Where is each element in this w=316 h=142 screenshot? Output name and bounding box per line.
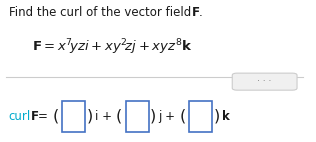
FancyBboxPatch shape bbox=[232, 73, 297, 90]
Text: Find the curl of the vector field: Find the curl of the vector field bbox=[9, 6, 196, 19]
Text: ): ) bbox=[150, 109, 156, 124]
Text: curl: curl bbox=[8, 110, 30, 123]
FancyBboxPatch shape bbox=[62, 101, 85, 132]
Text: i +: i + bbox=[95, 110, 112, 123]
Text: .: . bbox=[198, 6, 202, 19]
Text: (: ( bbox=[52, 109, 58, 124]
Text: (: ( bbox=[179, 109, 185, 124]
Text: F: F bbox=[31, 110, 39, 123]
Text: k: k bbox=[222, 110, 230, 123]
FancyBboxPatch shape bbox=[126, 101, 149, 132]
Text: ): ) bbox=[86, 109, 93, 124]
Text: $\mathbf{F} = x^7\!yzi + xy^2\!zj + xyz^8\mathbf{k}$: $\mathbf{F} = x^7\!yzi + xy^2\!zj + xyz^… bbox=[32, 37, 192, 57]
Text: ): ) bbox=[213, 109, 220, 124]
Text: F: F bbox=[192, 6, 200, 19]
FancyBboxPatch shape bbox=[189, 101, 212, 132]
Text: j +: j + bbox=[159, 110, 176, 123]
Text: · · ·: · · · bbox=[258, 77, 272, 86]
Text: =: = bbox=[37, 110, 47, 123]
Text: (: ( bbox=[116, 109, 122, 124]
